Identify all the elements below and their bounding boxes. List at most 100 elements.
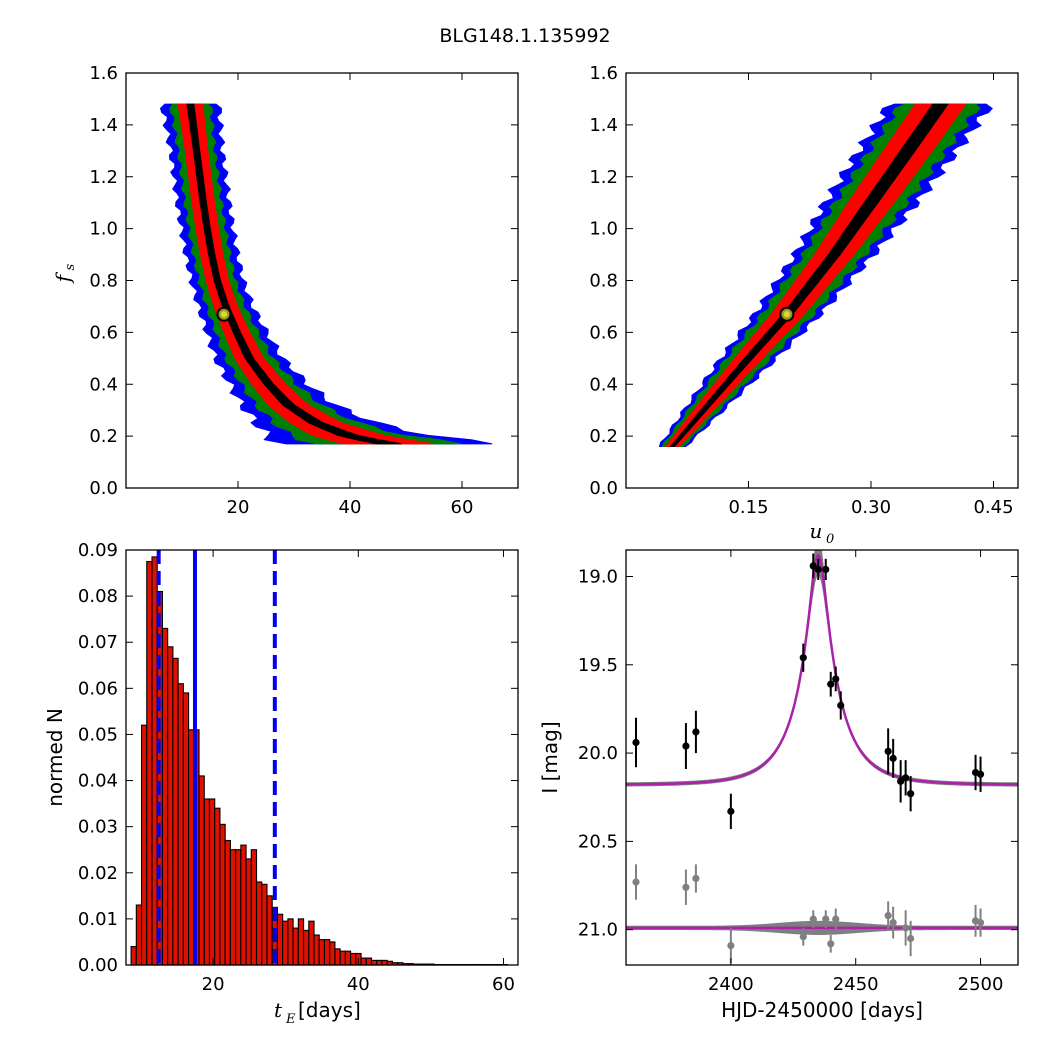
histogram-bar: [308, 920, 315, 966]
histogram-bar: [203, 798, 211, 966]
data-point: [822, 565, 830, 574]
histogram-bar: [167, 646, 174, 966]
p2-ytick-label: 0.03: [78, 817, 118, 838]
residual-point: [884, 911, 892, 920]
p3-ytick-label: 21.0: [578, 920, 618, 941]
p0-ytick-label: 1.2: [89, 167, 118, 188]
p2-xtick-label: 40: [347, 974, 370, 995]
histogram-bar: [182, 692, 190, 966]
histogram-bar: [303, 929, 310, 966]
residual-point: [799, 933, 807, 941]
histogram-bar: [214, 807, 221, 966]
p0-ytick-label: 1.4: [89, 115, 118, 136]
p2-ytick-label: 0.01: [78, 909, 118, 930]
histogram-bar: [282, 920, 289, 966]
x-axis-label: u: [810, 519, 823, 543]
p2-ytick-label: 0.05: [78, 724, 118, 745]
histogram-bar: [135, 904, 143, 966]
p1-ytick-label: 0.4: [589, 374, 618, 395]
histogram-bar: [255, 881, 263, 966]
histogram-bar: [329, 941, 336, 966]
p3-xtick-label: 2500: [958, 974, 1004, 995]
p0-ytick-label: 0.0: [89, 478, 118, 499]
p3-ytick-label: 20.5: [578, 831, 618, 852]
residual-point: [692, 874, 700, 883]
p1-ytick-label: 1.4: [589, 115, 618, 136]
residual-point: [832, 915, 840, 923]
histogram-bar: [365, 957, 373, 966]
panel-fs-vs-te: 20 40 600.00.20.40.60.81.01.21.41.6fs: [51, 63, 519, 518]
data-point: [827, 680, 835, 688]
residual-point: [809, 915, 817, 923]
residual-point: [727, 941, 735, 950]
confidence-region-core: [186, 103, 402, 445]
histogram-bar: [151, 556, 158, 966]
p2-xtick-label: 20: [202, 974, 225, 995]
p3-ytick-label: 19.0: [578, 566, 618, 587]
histogram-bar: [161, 627, 169, 966]
data-point: [692, 728, 700, 736]
p3-frame: [625, 549, 1019, 966]
histogram-bar: [334, 948, 341, 966]
p1-ytick-label: 1.6: [589, 63, 618, 84]
histogram-bar: [130, 946, 137, 966]
p1-ytick-label: 0.0: [589, 478, 618, 499]
data-point: [907, 790, 915, 798]
histogram-bar: [350, 952, 357, 966]
histogram-bar: [177, 683, 184, 966]
p0-ytick-label: 0.6: [89, 322, 118, 343]
y-axis-label-subscript: s: [63, 264, 78, 271]
p2-xtick-label: 60: [492, 974, 515, 995]
y-axis-label: I [mag]: [538, 721, 562, 793]
p0-ytick-label: 0.2: [89, 426, 118, 447]
data-point: [799, 654, 807, 662]
p0-xtick-label: 20: [227, 497, 250, 518]
data-point: [814, 565, 822, 574]
p1-ytick-label: 1.0: [589, 219, 618, 240]
histogram-bar: [219, 823, 226, 966]
x-axis-label-unit: [days]: [298, 998, 361, 1022]
p2-ytick-label: 0.00: [78, 955, 118, 976]
histogram-bar: [381, 959, 388, 966]
p2-ytick-label: 0.07: [78, 632, 118, 653]
p2-ytick-label: 0.09: [78, 540, 118, 561]
residual-point: [902, 924, 910, 932]
data-point: [809, 562, 817, 570]
histogram-bar: [140, 724, 148, 966]
p3-xtick-label: 2450: [833, 974, 879, 995]
lightcurve-plot-area: [626, 550, 1018, 964]
confidence-region-core: [669, 103, 949, 447]
histogram-bar: [292, 927, 299, 966]
data-point: [837, 701, 845, 710]
best-fit-marker-core: [783, 311, 791, 318]
posterior-density: [658, 103, 993, 447]
residual-point: [822, 915, 830, 923]
panel-te-histogram: 20 40 60 0.00 0.01 0.02 0.03 0.04 0.05 0.06 0.07 0.…: [43, 540, 519, 1027]
p0-ytick-label: 1.0: [89, 219, 118, 240]
histogram-bar: [297, 918, 305, 966]
p2-ytick-label: 0.08: [78, 586, 118, 607]
histogram-bar: [208, 798, 216, 966]
histogram-bar: [261, 883, 268, 966]
residual-point: [682, 883, 690, 891]
residual-point: [632, 878, 640, 886]
histogram-bar: [360, 957, 367, 966]
data-point: [832, 675, 840, 683]
confidence-region-inner: [177, 103, 435, 445]
residual-point: [976, 919, 985, 927]
histogram-bar: [313, 934, 320, 966]
histogram-bar: [287, 918, 294, 966]
p3-xtick-label: 2400: [708, 974, 754, 995]
histogram-bar: [224, 839, 231, 966]
data-point: [976, 770, 985, 778]
histogram-bar: [240, 844, 247, 966]
panel-fs-vs-u0: 0.15 0.30 0.45 0.0 0.2 0.4 0.6 0.8 1.0 1.2 1.4 1.6 u…: [589, 63, 1019, 547]
p1-xtick-label: 0.30: [851, 497, 891, 518]
data-point: [632, 738, 640, 747]
histogram-bar: [235, 849, 242, 966]
p1-ytick-label: 1.2: [589, 167, 618, 188]
model-curve: [626, 553, 1018, 786]
data-point: [902, 774, 910, 782]
p2-ytick-label: 0.02: [78, 863, 118, 884]
